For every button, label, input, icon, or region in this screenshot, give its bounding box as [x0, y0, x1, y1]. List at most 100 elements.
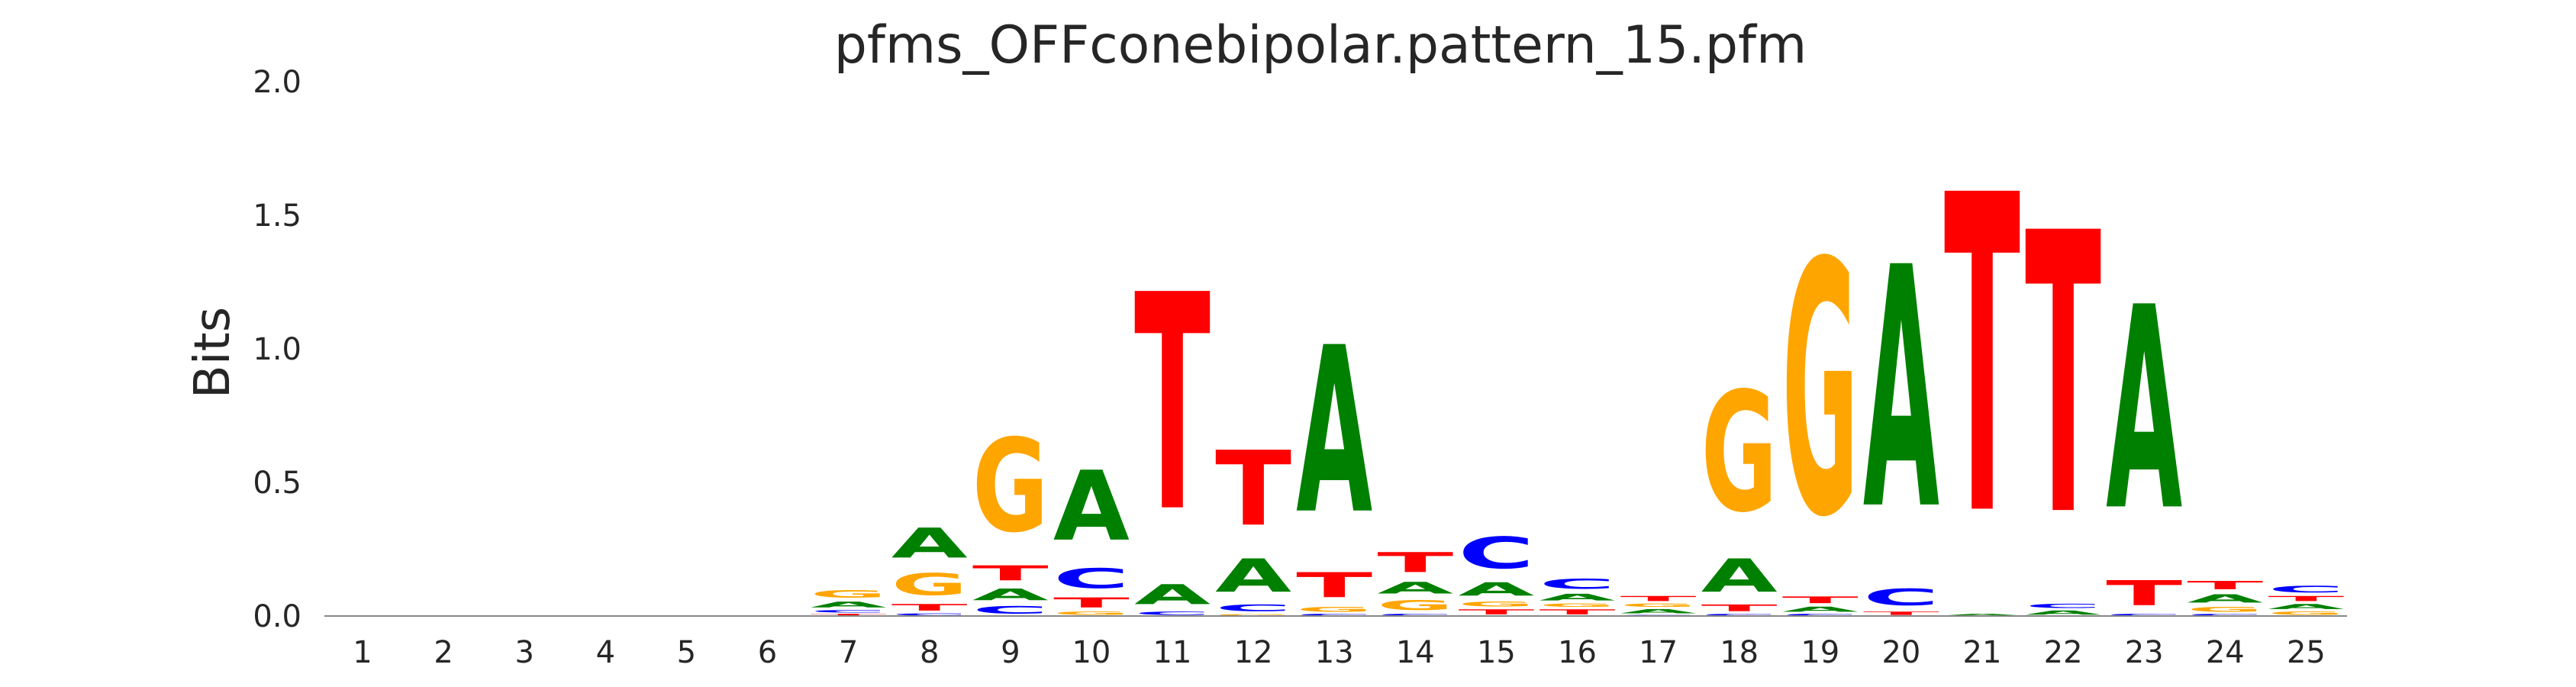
logo-letter-a: A	[2106, 248, 2183, 572]
x-tick-label: 23	[2125, 635, 2164, 670]
logo-letter-c: C	[1863, 584, 1939, 611]
logo-letter-c: C	[1215, 602, 1291, 613]
x-tick-label: 5	[677, 635, 696, 670]
logo-letter-t: T	[1620, 595, 1697, 602]
x-tick-label: 16	[1558, 635, 1597, 670]
logo-letter-a: A	[1782, 605, 1859, 613]
logo-letter-a: A	[1458, 579, 1534, 600]
logo-letter-c: C	[972, 604, 1049, 616]
logo-letter-a: A	[972, 585, 1049, 604]
logo-letter-a: A	[1539, 592, 1616, 603]
logo-letter-g: G	[1215, 614, 1291, 616]
logo-letter-a: A	[1944, 613, 2020, 616]
logo-letter-t: T	[1053, 595, 1130, 611]
y-tick-label: 1.5	[253, 198, 301, 234]
logo-letter-t: T	[1458, 608, 1534, 616]
x-tick-label: 15	[1477, 635, 1516, 670]
logo-letter-g: G	[1620, 603, 1697, 608]
logo-letter-t: T	[972, 561, 1049, 585]
logo-letter-g: G	[1458, 600, 1534, 608]
logo-letter-t: T	[2187, 579, 2263, 592]
logo-letter-a: A	[811, 600, 887, 609]
logo-letter-c: C	[1377, 614, 1453, 616]
x-tick-label: 2	[434, 635, 453, 670]
logo-letter-g: G	[1377, 597, 1453, 613]
x-tick-label: 10	[1072, 635, 1111, 670]
logo-letter-c: C	[2106, 614, 2182, 616]
logo-letter-t: T	[1863, 611, 1939, 616]
logo-letter-c: C	[811, 609, 887, 613]
x-tick-label: 11	[1153, 635, 1192, 670]
logo-letter-c: C	[1134, 611, 1211, 616]
logo-letter-t: T	[811, 614, 887, 616]
logo-letter-g: G	[891, 568, 968, 602]
logo-letter-c: C	[891, 613, 968, 616]
logo-letter-g: G	[1296, 605, 1372, 613]
logo-letters: TCAGCTGACATGGTCACATGCATCGTACGATTGACTGACC…	[811, 105, 2345, 616]
logo-letter-a: A	[2187, 592, 2263, 605]
logo-letter-c: C	[2268, 584, 2344, 595]
x-tick-label: 8	[920, 635, 939, 670]
logo-letter-t: T	[1134, 233, 1211, 579]
logo-letter-t: T	[1377, 547, 1453, 579]
logo-letter-a: A	[1134, 579, 1211, 611]
x-tick-label: 17	[1639, 635, 1678, 670]
x-tick-label: 22	[2044, 635, 2083, 670]
x-tick-label: 24	[2206, 635, 2245, 670]
logo-letter-t: T	[1944, 105, 2021, 612]
logo-letter-c: C	[1296, 614, 1372, 616]
logo-letter-a: A	[1701, 550, 1778, 603]
logo-letter-t: T	[1539, 608, 1616, 616]
logo-letter-a: A	[1620, 608, 1697, 615]
logo-letter-c: C	[2187, 614, 2263, 616]
logo-letter-g: G	[811, 588, 887, 600]
logo-letter-a: A	[1377, 579, 1454, 597]
logo-letter-g: G	[2187, 605, 2263, 613]
logo-letter-g: G	[1539, 603, 1616, 608]
x-tick-label: 21	[1963, 635, 2002, 670]
logo-letter-g: G	[1701, 359, 1778, 550]
logo-letter-c: C	[1458, 528, 1534, 579]
logo-letter-t: T	[1296, 565, 1372, 605]
logo-letter-t: T	[1215, 430, 1291, 550]
y-tick-label: 1.0	[253, 332, 301, 367]
logo-letter-c: C	[1053, 563, 1130, 595]
logo-letter-a: A	[1296, 299, 1372, 565]
logo-letter-a: A	[2268, 603, 2344, 611]
logo-letter-c: C	[1539, 576, 1616, 592]
x-tick-label: 13	[1315, 635, 1354, 670]
logo-letter-t: T	[2106, 573, 2182, 614]
y-axis-ticks: 0.0 0.5 1.0 1.5 2.0	[253, 65, 301, 634]
chart-title: pfms_OFFconebipolar.pattern_15.pfm	[834, 15, 1807, 76]
x-tick-label: 6	[758, 635, 777, 670]
logo-letter-t: T	[1701, 602, 1778, 613]
x-tick-label: 18	[1720, 635, 1759, 670]
logo-letter-t: T	[1782, 595, 1859, 605]
x-tick-label: 4	[596, 635, 615, 670]
logo-letter-t: T	[2268, 595, 2344, 602]
x-tick-label: 14	[1396, 635, 1435, 670]
logo-letter-a: A	[2025, 609, 2101, 616]
logo-letter-c: C	[1782, 614, 1859, 616]
logo-letter-c: C	[2025, 602, 2101, 609]
logo-letter-c: C	[1701, 614, 1778, 616]
x-tick-label: 25	[2287, 635, 2326, 670]
x-tick-label: 20	[1881, 635, 1920, 670]
x-axis-ticks: 1 2 3 4 5 6 7 8 9 10 11 12 13 14 15 16 17 18 19 20 21 22 23 24 2…	[353, 635, 2326, 670]
x-tick-label: 12	[1234, 635, 1273, 670]
logo-letter-t: T	[2025, 153, 2102, 602]
logo-letter-a: A	[1863, 198, 1940, 583]
logo-letter-g: G	[2268, 611, 2344, 616]
x-tick-label: 7	[839, 635, 858, 670]
x-tick-label: 19	[1801, 635, 1839, 670]
x-tick-label: 9	[1001, 635, 1020, 670]
y-tick-label: 0.5	[253, 466, 301, 501]
logo-letter-g: G	[1782, 190, 1859, 594]
y-tick-label: 2.0	[253, 65, 301, 100]
x-tick-label: 3	[514, 635, 534, 670]
logo-letter-a: A	[1053, 451, 1130, 563]
logo-letter-g: G	[1053, 611, 1130, 616]
logo-letter-a: A	[891, 520, 969, 568]
logo-letter-g: G	[972, 411, 1049, 561]
